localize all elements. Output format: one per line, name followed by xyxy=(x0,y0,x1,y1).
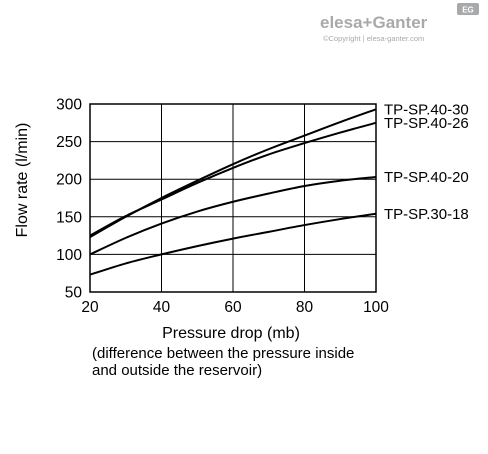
series-label-2: TP-SP.40-20 xyxy=(384,169,469,186)
y-tick-label: 250 xyxy=(56,134,82,151)
series-lines xyxy=(89,108,377,276)
y-tick-label: 200 xyxy=(56,172,82,189)
x-axis-note-line-2: and outside the reservoir) xyxy=(92,362,262,379)
y-tick-label: 100 xyxy=(56,247,82,264)
series-line-3 xyxy=(89,212,377,276)
x-axis-note-line-1: (difference between the pressure inside xyxy=(92,345,354,362)
x-tick-label: 80 xyxy=(296,299,314,316)
logo-badge: EG xyxy=(462,6,474,15)
plot-frame xyxy=(89,103,377,293)
series-label-0: TP-SP.40-30 xyxy=(384,101,469,118)
y-tick-labels: 50 100 150 200 250 300 xyxy=(56,97,82,302)
x-axis-label: Pressure drop (mb) xyxy=(162,325,300,342)
x-tick-label: 60 xyxy=(224,299,242,316)
x-tick-label: 40 xyxy=(153,299,171,316)
logo-brand: elesa+Ganter xyxy=(320,13,428,32)
y-tick-label: 150 xyxy=(56,209,82,226)
y-axis-label: Flow rate (l/min) xyxy=(14,123,31,238)
x-tick-label: 20 xyxy=(81,299,99,316)
elesa-ganter-logo: elesa+Ganter ©Copyright | elesa-ganter.c… xyxy=(320,3,479,43)
logo-copyright: ©Copyright | elesa-ganter.com xyxy=(323,34,424,43)
x-tick-labels: 20 40 60 80 100 xyxy=(81,299,389,316)
series-label-1: TP-SP.40-26 xyxy=(384,115,469,132)
series-line-2 xyxy=(89,175,377,256)
logo-badge-box xyxy=(457,3,479,15)
x-tick-label: 100 xyxy=(363,299,389,316)
y-tick-label: 300 xyxy=(56,97,82,114)
series-line-1 xyxy=(89,121,377,237)
grid-lines xyxy=(89,103,377,293)
series-label-3: TP-SP.30-18 xyxy=(384,206,469,223)
y-tick-label: 50 xyxy=(65,285,83,302)
